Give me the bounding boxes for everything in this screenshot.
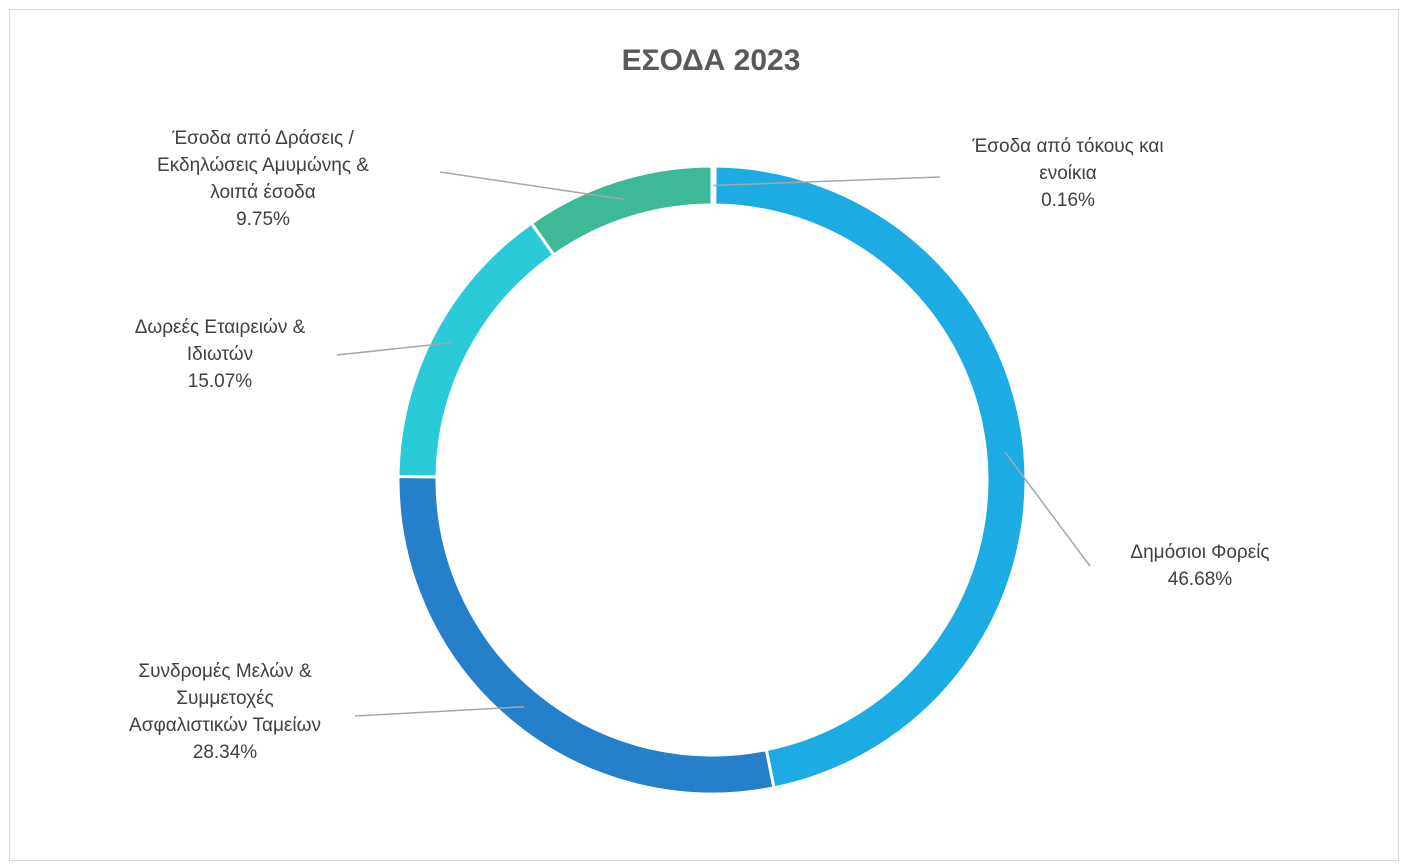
data-label-line: Δημόσιοι Φορείς [1130, 542, 1269, 563]
data-label: Έσοδα από τόκους και ενοίκια 0.16% [971, 136, 1163, 211]
leader-line [439, 171, 624, 200]
data-label-line: Δωρεές Εταιρειών & [135, 317, 306, 338]
data-label-line: Έσοδα από τόκους και [971, 136, 1163, 157]
data-label-line: Έσοδα από Δράσεις / [171, 128, 354, 149]
data-label-percent: 28.34% [193, 742, 258, 763]
doughnut-slice [396, 474, 776, 796]
data-label-line: λοιπά έσοδα [210, 182, 315, 203]
chart-title: ΕΣΟΔΑ 2023 [622, 44, 801, 77]
data-label: Δημόσιοι Φορείς 46.68% [1130, 542, 1269, 590]
slices-layer [396, 164, 1028, 796]
doughnut-slice [529, 164, 714, 258]
leader-lines-layer [336, 171, 1091, 717]
data-label-percent: 46.68% [1168, 569, 1233, 590]
data-label-line: ενοίκια [1039, 163, 1096, 184]
leader-line [1004, 451, 1091, 567]
data-label: Δωρεές Εταιρειών & Ιδιωτών 15.07% [135, 317, 306, 392]
data-label-line: Συμμετοχές [176, 688, 273, 709]
data-label-percent: 15.07% [188, 371, 253, 392]
doughnut-slice [713, 164, 1028, 790]
doughnut-chart: ΕΣΟΔΑ 2023 Έσοδα από τόκους και ενοίκια 0.… [129, 44, 1270, 796]
chart-area: ΕΣΟΔΑ 2023 Έσοδα από τόκους και ενοίκια 0.… [9, 9, 1399, 861]
data-label-percent: 0.16% [1041, 190, 1095, 211]
leader-line [354, 706, 525, 717]
data-label: Συνδρομές Μελών & Συμμετοχές Ασφαλιστικών … [129, 661, 321, 763]
data-label-line: Ασφαλιστικών Ταμείων [129, 715, 321, 736]
data-labels-layer: Έσοδα από τόκους και ενοίκια 0.16% Δημόσιοι… [129, 128, 1270, 763]
data-label-line: Ιδιωτών [187, 344, 253, 365]
doughnut-slice [396, 221, 556, 479]
data-label-line: Εκδηλώσεις Αμυμώνης & [157, 155, 369, 176]
leader-line [713, 176, 941, 187]
data-label-percent: 9.75% [236, 209, 290, 230]
data-label: Έσοδα από Δράσεις / Εκδηλώσεις Αμυμώνης &… [157, 128, 369, 230]
leader-line [336, 342, 452, 356]
data-label-line: Συνδρομές Μελών & [138, 661, 312, 682]
